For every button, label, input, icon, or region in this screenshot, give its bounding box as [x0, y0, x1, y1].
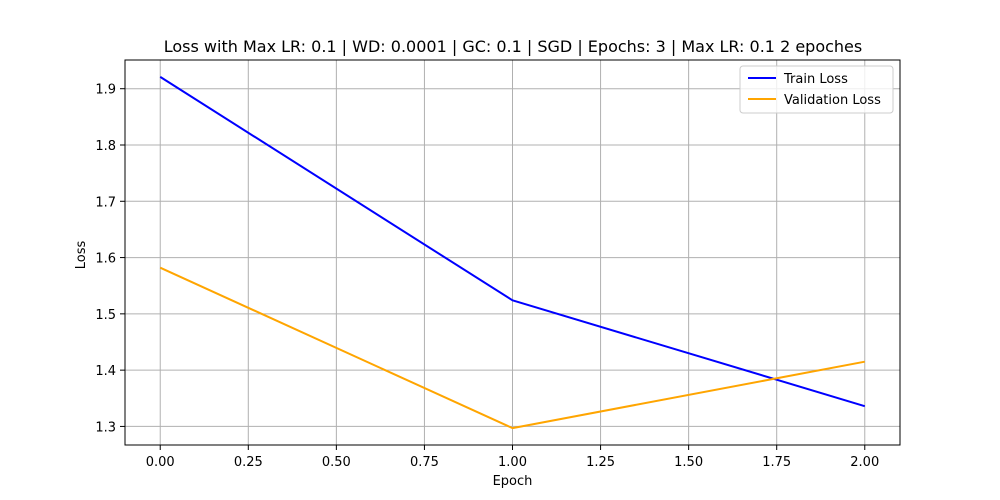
x-tick-label: 1.75	[762, 455, 791, 470]
y-tick-label: 1.4	[95, 364, 116, 379]
y-tick-label: 1.7	[95, 195, 116, 210]
x-tick-label: 0.25	[234, 455, 263, 470]
series-line-0	[159, 76, 866, 408]
series-line-1	[159, 266, 865, 430]
legend: Train Loss Validation Loss	[739, 65, 894, 114]
x-tick-label: 2.00	[850, 455, 879, 470]
grid	[125, 60, 900, 445]
x-axis-label: Epoch	[493, 474, 533, 489]
x-axis: 0.00 0.25 0.50 0.75 1.00 1.25 1.50 1.75 2.00	[146, 445, 879, 470]
x-tick-label: 0.50	[322, 455, 351, 470]
y-tick-label: 1.3	[95, 420, 116, 435]
series-lines	[159, 76, 866, 430]
y-axis-label: Loss	[74, 241, 89, 270]
chart-title: Loss with Max LR: 0.1 | WD: 0.0001 | GC:…	[164, 37, 862, 56]
legend-label: Train Loss	[783, 72, 848, 87]
y-tick-label: 1.5	[95, 308, 116, 323]
x-tick-label: 0.75	[410, 455, 439, 470]
y-axis: 1.3 1.4 1.5 1.6 1.7 1.8 1.9	[95, 83, 125, 435]
x-tick-label: 0.00	[146, 455, 175, 470]
legend-label: Validation Loss	[784, 93, 881, 108]
x-tick-label: 1.50	[674, 455, 703, 470]
legend-box	[739, 65, 894, 114]
x-tick-label: 1.00	[498, 455, 527, 470]
x-tick-label: 1.25	[586, 455, 615, 470]
y-tick-label: 1.9	[95, 83, 116, 98]
y-tick-label: 1.6	[95, 252, 116, 267]
y-tick-label: 1.8	[95, 139, 116, 154]
